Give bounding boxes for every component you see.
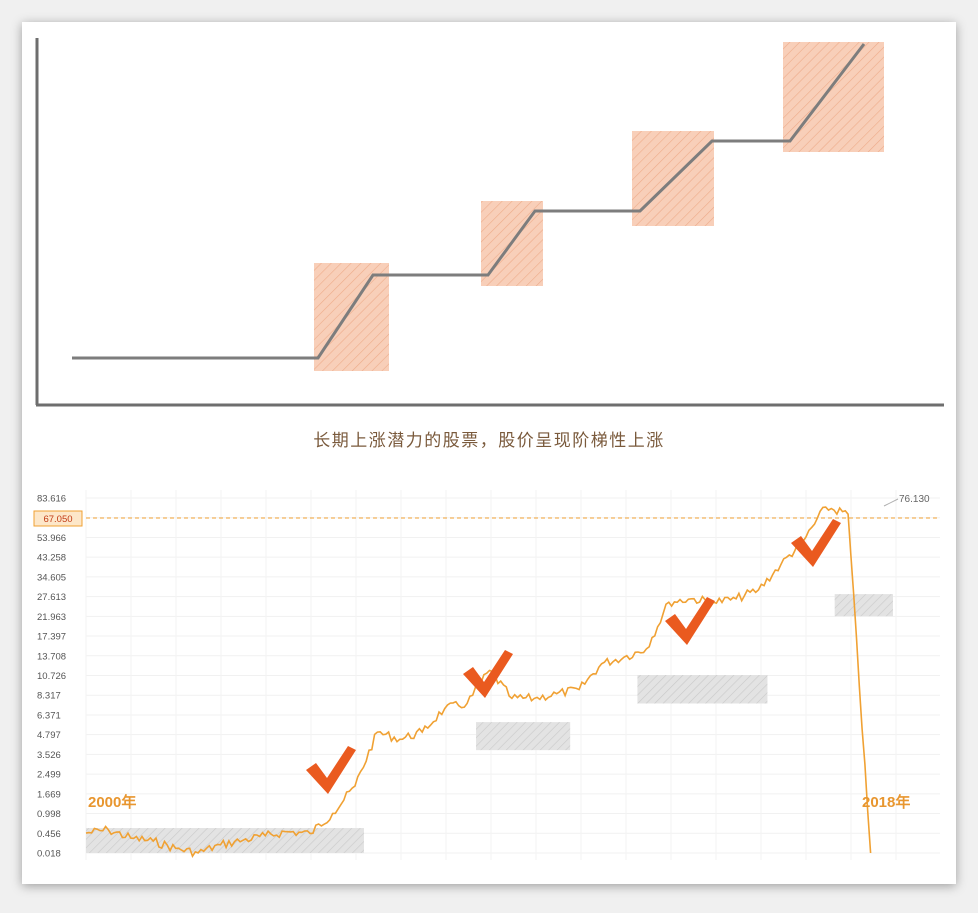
y-tick-label: 10.726 [37, 671, 66, 682]
rise-highlight-box [783, 42, 884, 152]
y-tick-label: 0.456 [37, 829, 61, 840]
y-tick-label: 43.258 [37, 553, 66, 564]
caption: 长期上涨潜力的股票，股价呈现阶梯性上涨 [313, 431, 665, 451]
y-tick-label: 4.797 [37, 730, 61, 741]
rise-highlight-box [314, 263, 389, 371]
y-tick-label: 13.708 [37, 651, 66, 662]
y-tick-label: 6.371 [37, 710, 61, 721]
y-tick-label: 53.966 [37, 533, 66, 544]
y-tick-label: 0.018 [37, 849, 61, 860]
check-mark-icon [791, 519, 841, 567]
y-tick-label: 3.526 [37, 750, 61, 761]
reference-value-label: 67.050 [43, 514, 72, 525]
y-tick-label: 2.499 [37, 770, 61, 781]
check-mark-icon [665, 597, 715, 645]
consolidation-zone [86, 828, 364, 853]
y-tick-label: 34.605 [37, 572, 66, 583]
step-line [72, 43, 866, 360]
reference-value-box [33, 510, 83, 527]
check-mark-icon [463, 650, 513, 698]
y-tick-label: 21.963 [37, 612, 66, 623]
y-tick-label: 17.397 [37, 632, 66, 643]
y-tick-label: 0.998 [37, 809, 61, 820]
end-year-label: 2018年 [862, 793, 910, 811]
y-tick-label: 8.317 [37, 691, 61, 702]
stepwise-schematic-chart [35, 38, 944, 407]
y-tick-label: 27.613 [37, 592, 66, 603]
y-tick-label: 1.669 [37, 789, 61, 800]
consolidation-zone [476, 722, 571, 751]
last-value-leader [883, 498, 899, 507]
y-tick-label: 83.616 [37, 494, 66, 505]
check-mark-icon [306, 746, 356, 794]
last-value-label: 76.130 [899, 494, 930, 505]
start-year-label: 2000年 [88, 793, 136, 811]
consolidation-zone [834, 594, 893, 617]
consolidation-zone [637, 675, 768, 704]
